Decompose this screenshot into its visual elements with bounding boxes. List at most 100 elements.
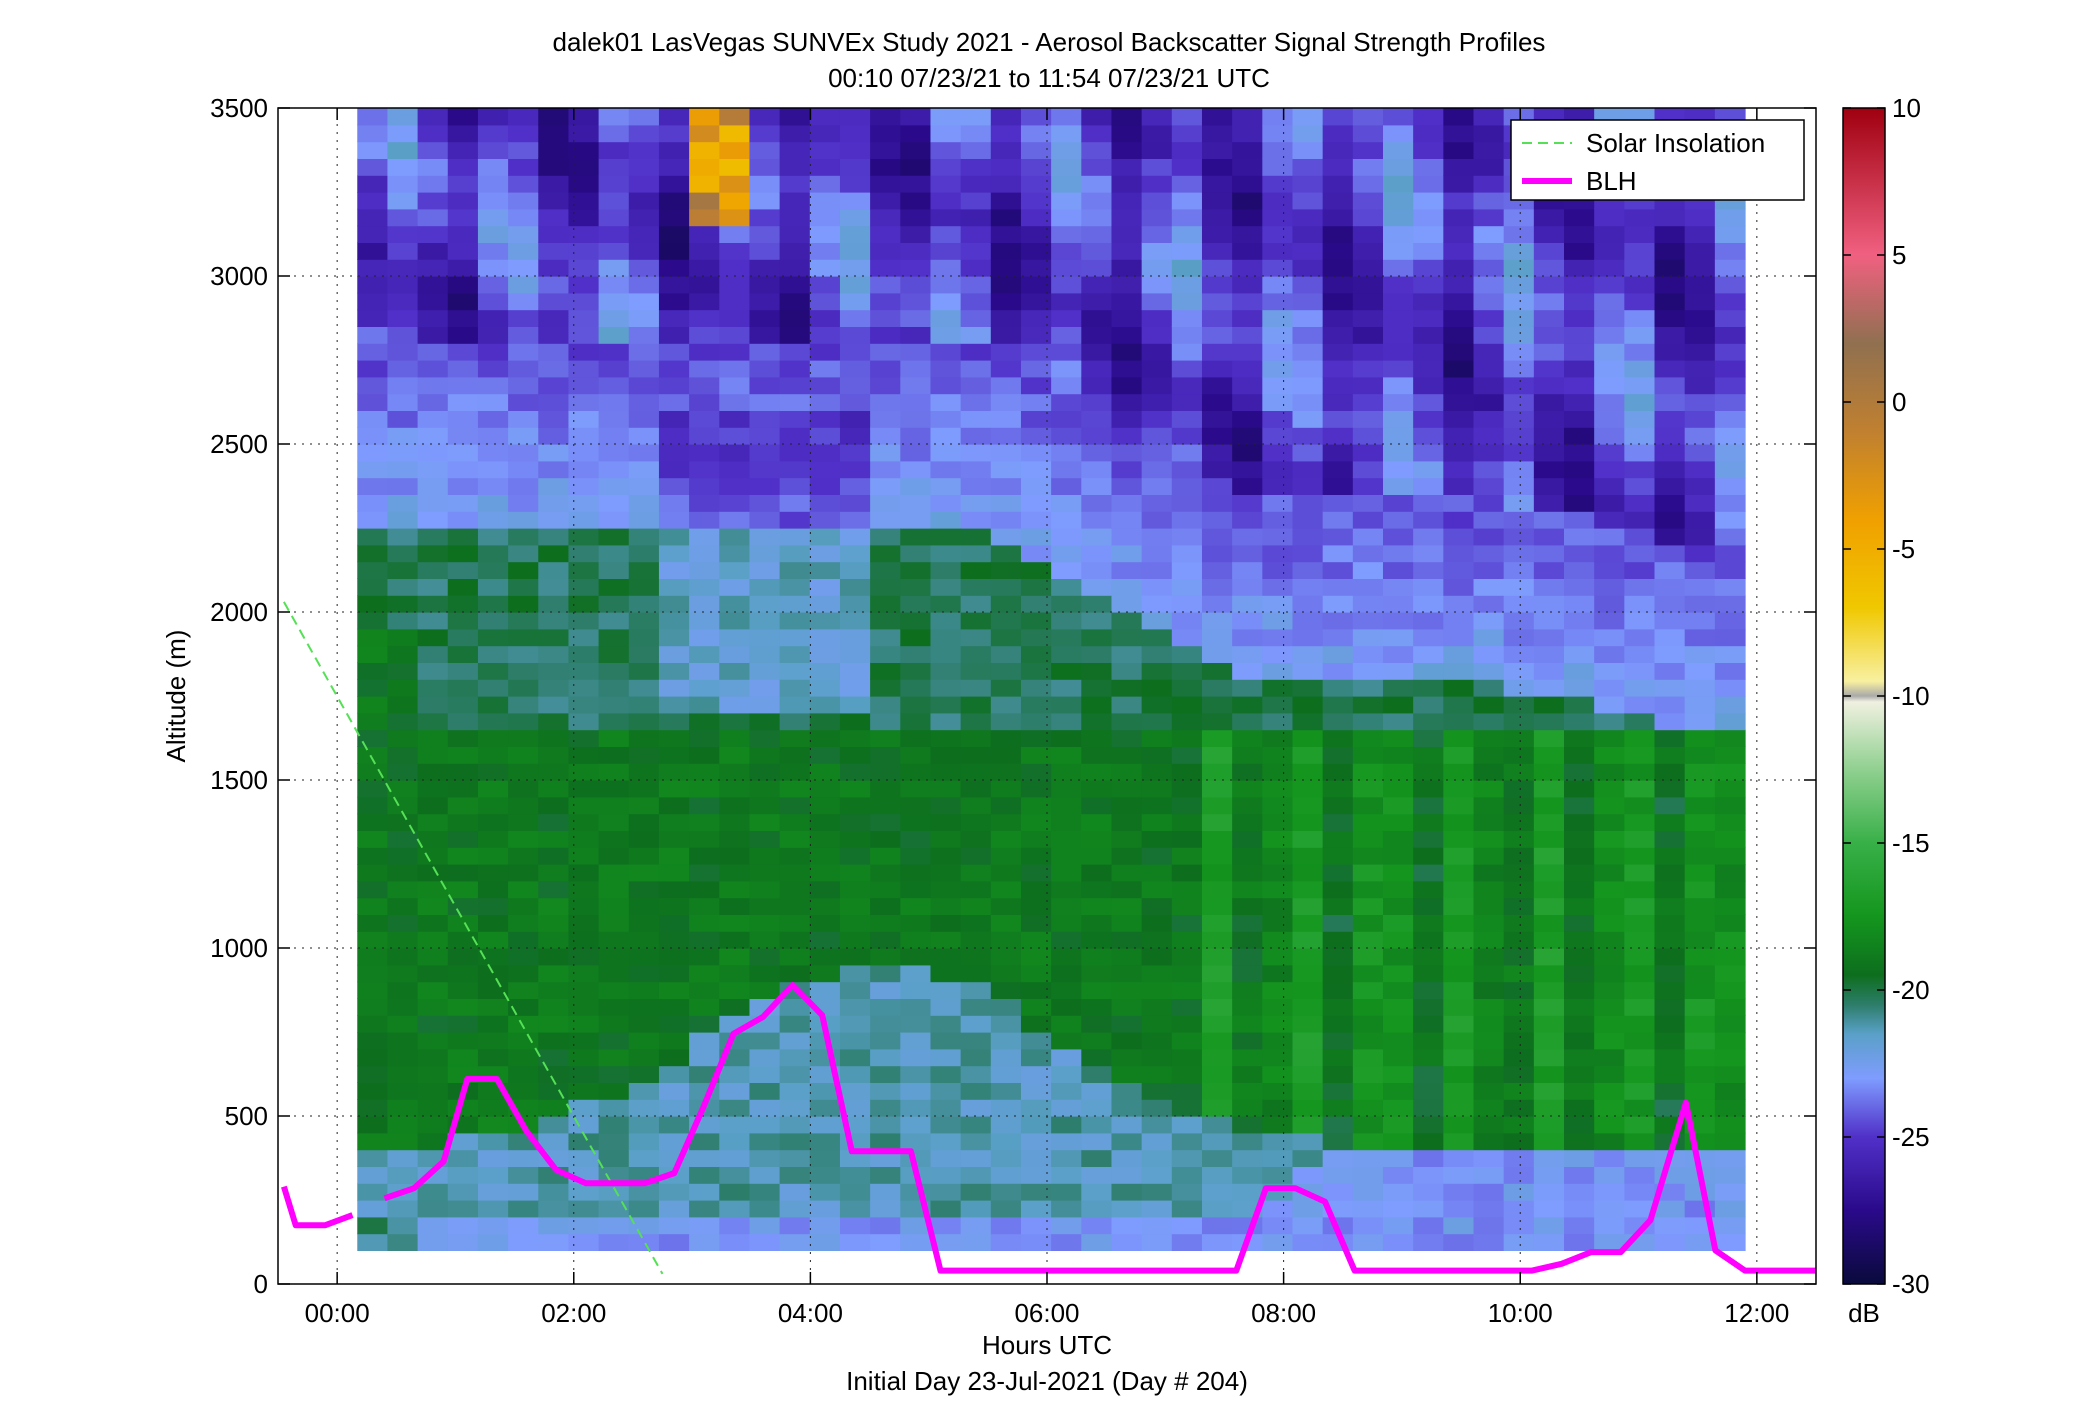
heatmap-cell: [719, 292, 751, 311]
heatmap-cell: [1654, 1200, 1686, 1218]
heatmap-cell: [1473, 158, 1505, 176]
heatmap-cell: [1594, 645, 1625, 663]
heatmap-cell: [1111, 1233, 1143, 1251]
heatmap-cell: [719, 376, 751, 395]
heatmap-cell: [658, 494, 690, 512]
heatmap-cell: [689, 561, 720, 579]
heatmap-cell: [1564, 343, 1595, 361]
heatmap-cell: [417, 192, 449, 210]
heatmap-cell: [1081, 712, 1113, 731]
heatmap-cell: [1322, 343, 1354, 361]
heatmap-cell: [839, 1200, 871, 1218]
heatmap-cell: [1443, 612, 1475, 630]
heatmap-cell: [598, 141, 630, 159]
heatmap-cell: [1171, 1233, 1203, 1251]
heatmap-cell: [357, 1015, 389, 1033]
heatmap-cell: [1624, 595, 1656, 613]
heatmap-cell: [447, 662, 479, 680]
heatmap-cell: [1081, 796, 1113, 815]
heatmap-cell: [1564, 948, 1595, 966]
heatmap-cell: [1141, 981, 1173, 999]
heatmap-cell: [1564, 780, 1595, 798]
heatmap-cell: [538, 1082, 570, 1100]
heatmap-cell: [1352, 712, 1384, 731]
heatmap-cell: [1503, 931, 1535, 949]
heatmap-cell: [1322, 645, 1354, 663]
heatmap-cell: [387, 1032, 419, 1050]
heatmap-cell: [900, 242, 932, 260]
heatmap-cell: [508, 528, 539, 546]
heatmap-cell: [870, 376, 901, 395]
heatmap-cell: [1594, 242, 1625, 260]
legend-box: [1510, 119, 1805, 201]
heatmap-cell: [1111, 1200, 1143, 1218]
heatmap-cell: [689, 494, 720, 512]
heatmap-cell: [779, 578, 811, 596]
heatmap-cell: [1051, 1216, 1082, 1235]
heatmap-cell: [960, 108, 992, 126]
heatmap-cell: [1352, 410, 1384, 428]
heatmap-cell: [1262, 175, 1294, 193]
heatmap-cell: [1171, 309, 1203, 327]
heatmap-cell: [1654, 729, 1686, 747]
heatmap-cell: [1413, 931, 1444, 949]
heatmap-cell: [1232, 477, 1263, 495]
heatmap-cell: [900, 712, 932, 731]
heatmap-cell: [1141, 309, 1173, 327]
heatmap-cell: [900, 796, 932, 815]
heatmap-cell: [1473, 360, 1505, 378]
heatmap-cell: [1382, 763, 1414, 781]
heatmap-cell: [1684, 477, 1716, 495]
heatmap-cell: [719, 242, 751, 260]
heatmap-cell: [1141, 1116, 1173, 1134]
heatmap-cell: [779, 628, 811, 647]
heatmap-cell: [839, 746, 871, 764]
heatmap-cell: [387, 1116, 419, 1134]
heatmap-cell: [930, 511, 962, 529]
heatmap-cell: [1443, 679, 1475, 697]
heatmap-cell: [538, 679, 570, 697]
heatmap-cell: [1141, 578, 1173, 596]
heatmap-cell: [1292, 192, 1324, 210]
heatmap-cell: [1654, 242, 1686, 260]
heatmap-cell: [960, 477, 992, 495]
heatmap-cell: [1051, 981, 1082, 999]
heatmap-cell: [417, 1200, 449, 1218]
heatmap-cell: [387, 427, 419, 445]
heatmap-cell: [689, 1132, 720, 1151]
heatmap-cell: [658, 847, 690, 865]
heatmap-cell: [1292, 612, 1324, 630]
heatmap-cell: [357, 460, 389, 479]
heatmap-cell: [839, 427, 871, 445]
heatmap-cell: [568, 376, 600, 395]
heatmap-cell: [447, 124, 479, 143]
heatmap-cell: [447, 679, 479, 697]
heatmap-cell: [1020, 561, 1052, 579]
heatmap-cell: [1473, 880, 1505, 899]
heatmap-cell: [1232, 1183, 1263, 1201]
heatmap-cell: [1201, 628, 1233, 647]
heatmap-cell: [749, 276, 781, 294]
heatmap-cell: [1352, 746, 1384, 764]
heatmap-cell: [1020, 628, 1052, 647]
heatmap-cell: [1382, 494, 1414, 512]
heatmap-cell: [900, 393, 932, 411]
heatmap-cell: [538, 645, 570, 663]
heatmap-cell: [1232, 124, 1263, 143]
heatmap-cell: [1051, 393, 1082, 411]
heatmap-cell: [1714, 931, 1746, 949]
heatmap-cell: [1322, 309, 1354, 327]
heatmap-cell: [900, 679, 932, 697]
heatmap-cell: [1262, 1216, 1294, 1235]
heatmap-cell: [900, 343, 932, 361]
heatmap-cell: [508, 208, 539, 227]
heatmap-cell: [1413, 1065, 1444, 1083]
heatmap-cell: [1352, 1116, 1384, 1134]
heatmap-cell: [417, 444, 449, 462]
heatmap-cell: [1020, 746, 1052, 764]
heatmap-cell: [598, 427, 630, 445]
heatmap-cell: [1624, 259, 1656, 277]
heatmap-cell: [870, 208, 901, 227]
heatmap-cell: [749, 1032, 781, 1050]
heatmap-cell: [1533, 1015, 1565, 1033]
